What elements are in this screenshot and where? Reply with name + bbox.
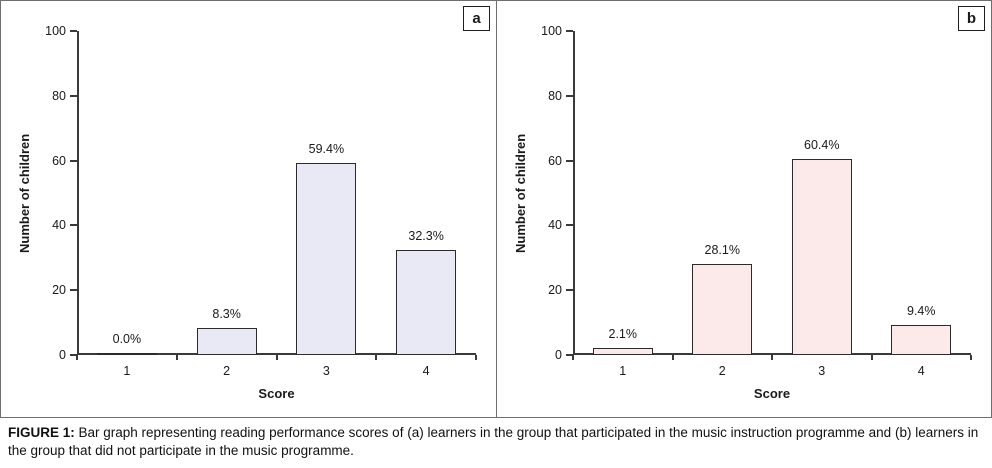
x-tick-mark — [76, 355, 78, 360]
bar-value-label: 60.4% — [804, 138, 840, 153]
figure-caption-text: Bar graph representing reading performan… — [8, 425, 979, 458]
figure-caption-label: FIGURE 1: — [8, 425, 75, 440]
bar — [891, 324, 952, 355]
y-tick-label: 100 — [541, 24, 562, 38]
chart-panel-a: a 0 20 40 60 80 100 0.0% 1 8.3% 2 59.4% 3 32.3% 4 Score… — [1, 1, 496, 417]
y-tick-label: 80 — [548, 88, 562, 103]
x-tick-label: 1 — [619, 364, 627, 378]
y-tick-label: 20 — [52, 283, 66, 298]
y-tick-label: 20 — [548, 283, 562, 298]
x-tick-label: 3 — [818, 364, 826, 378]
y-tick-mark — [566, 94, 573, 97]
y-tick-label: 0 — [59, 348, 66, 362]
plot-area — [573, 31, 971, 355]
y-tick-label: 60 — [548, 153, 562, 168]
y-tick-mark — [70, 94, 77, 97]
y-tick-mark — [566, 30, 573, 32]
x-tick-label: 2 — [223, 364, 231, 378]
x-tick-mark — [771, 355, 773, 360]
bar-value-label: 0.0% — [112, 332, 142, 346]
bar — [592, 348, 653, 355]
x-tick-mark — [671, 355, 674, 360]
x-tick-label: 2 — [718, 364, 726, 378]
y-tick-mark — [70, 354, 77, 356]
x-tick-label: 4 — [917, 364, 925, 378]
figure-caption: FIGURE 1: Bar graph representing reading… — [0, 418, 992, 468]
bar-value-label: 8.3% — [212, 307, 241, 322]
y-tick-label: 80 — [52, 88, 66, 103]
y-tick-label: 40 — [548, 218, 562, 233]
y-tick-mark — [70, 224, 77, 227]
x-tick-label: 3 — [322, 364, 330, 378]
plot-area — [77, 31, 476, 355]
y-tick-label: 60 — [52, 153, 66, 168]
x-axis-title: Score — [753, 386, 791, 401]
panel-label: a — [463, 6, 490, 31]
panel-label: b — [958, 6, 985, 31]
bar — [296, 162, 357, 355]
y-axis-title: Number of children — [17, 133, 32, 253]
y-tick-mark — [566, 159, 573, 162]
y-tick-mark — [566, 354, 573, 356]
y-tick-label: 0 — [555, 348, 562, 362]
x-tick-mark — [275, 355, 278, 360]
x-tick-mark — [175, 355, 178, 360]
x-tick-mark — [572, 355, 574, 360]
y-tick-mark — [70, 159, 77, 162]
bar-value-label: 9.4% — [907, 303, 936, 318]
charts-row: a 0 20 40 60 80 100 0.0% 1 8.3% 2 59.4% 3 32.3% 4 Score… — [0, 0, 992, 418]
bar — [196, 328, 257, 355]
y-tick-mark — [70, 289, 77, 292]
bar-value-label: 32.3% — [408, 229, 444, 244]
y-tick-mark — [70, 30, 77, 32]
x-tick-label: 4 — [422, 364, 430, 378]
x-axis-title: Score — [258, 386, 295, 401]
bar-value-label: 28.1% — [704, 242, 740, 257]
x-tick-mark — [870, 355, 873, 360]
x-tick-mark — [970, 355, 972, 360]
x-tick-mark — [375, 355, 378, 360]
bar — [96, 353, 157, 355]
y-tick-mark — [566, 289, 573, 292]
bar — [692, 263, 753, 355]
y-axis-title: Number of children — [513, 133, 528, 253]
chart-panel-b: b 0 20 40 60 80 100 2.1% 1 28.1% 2 60.4% 3 9.4% 4 Score… — [496, 1, 991, 417]
bar — [791, 159, 852, 355]
x-tick-label: 1 — [123, 364, 131, 378]
y-tick-mark — [566, 224, 573, 227]
bar-value-label: 2.1% — [608, 327, 638, 342]
y-tick-label: 100 — [45, 24, 66, 38]
y-tick-label: 40 — [52, 218, 66, 233]
x-tick-mark — [475, 355, 477, 360]
bar — [396, 250, 457, 355]
bar-value-label: 59.4% — [308, 141, 345, 156]
